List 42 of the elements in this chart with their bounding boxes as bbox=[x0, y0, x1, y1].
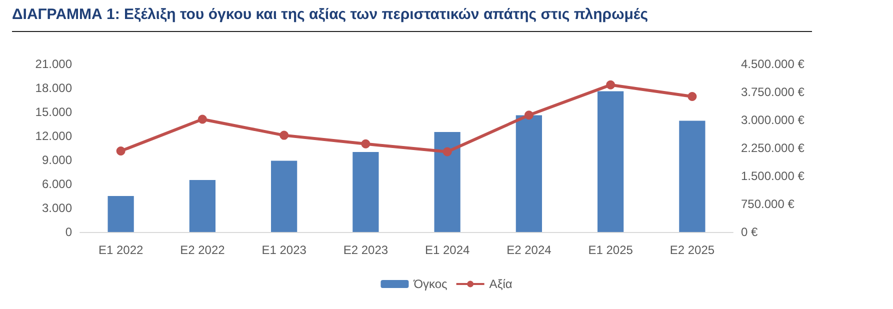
y2-tick-label: 0 € bbox=[741, 225, 758, 239]
x-tick-label: E1 2024 bbox=[424, 243, 470, 257]
x-tick-label: E1 2025 bbox=[588, 243, 634, 257]
y2-tick-label: 750.000 € bbox=[741, 197, 795, 211]
y-tick-label: 0 bbox=[65, 225, 72, 239]
bar bbox=[679, 120, 706, 232]
y-tick-label: 18.000 bbox=[35, 81, 72, 95]
y-tick-label: 6.000 bbox=[42, 177, 72, 191]
y2-tick-label: 3.750.000 € bbox=[741, 85, 805, 99]
point bbox=[688, 92, 697, 101]
y2-tick-label: 2.250.000 € bbox=[741, 141, 805, 155]
x-tick-label: E1 2022 bbox=[98, 243, 144, 257]
x-tick-label: E1 2023 bbox=[262, 243, 307, 257]
legend-label: Αξία bbox=[489, 277, 512, 291]
y2-tick-label: 3.000.000 € bbox=[741, 113, 805, 127]
x-tick-label: E2 2024 bbox=[506, 243, 552, 257]
legend-label: Όγκος bbox=[412, 277, 448, 291]
y2-tick-label: 4.500.000 € bbox=[741, 57, 805, 71]
point bbox=[524, 110, 534, 120]
bar bbox=[108, 196, 134, 232]
y-tick-label: 12.000 bbox=[35, 129, 72, 143]
y-tick-label: 3.000 bbox=[42, 201, 72, 215]
point bbox=[442, 147, 452, 156]
bar bbox=[352, 152, 379, 232]
bar bbox=[598, 91, 624, 232]
y-tick-label: 9.000 bbox=[42, 153, 72, 167]
bar bbox=[271, 160, 298, 232]
y-tick-label: 21.000 bbox=[35, 57, 72, 71]
y-tick-label: 15.000 bbox=[35, 105, 72, 119]
bar bbox=[434, 132, 460, 232]
point bbox=[116, 146, 126, 156]
chart-title: ΔΙΑΓΡΑΜΜΑ 1: Εξέλιξη του όγκου και της αξίας των περιστατικών απάτης στις πληρωμές bbox=[12, 6, 648, 23]
bar bbox=[189, 180, 216, 232]
x-tick-label: E2 2023 bbox=[343, 243, 388, 257]
y2-tick-label: 1.500.000 € bbox=[741, 169, 805, 183]
point bbox=[280, 130, 289, 140]
point bbox=[606, 80, 616, 90]
point bbox=[361, 139, 370, 148]
x-tick-label: E2 2022 bbox=[180, 243, 226, 257]
x-tick-label: E2 2025 bbox=[670, 243, 715, 257]
point bbox=[198, 114, 207, 124]
bar bbox=[516, 115, 542, 232]
